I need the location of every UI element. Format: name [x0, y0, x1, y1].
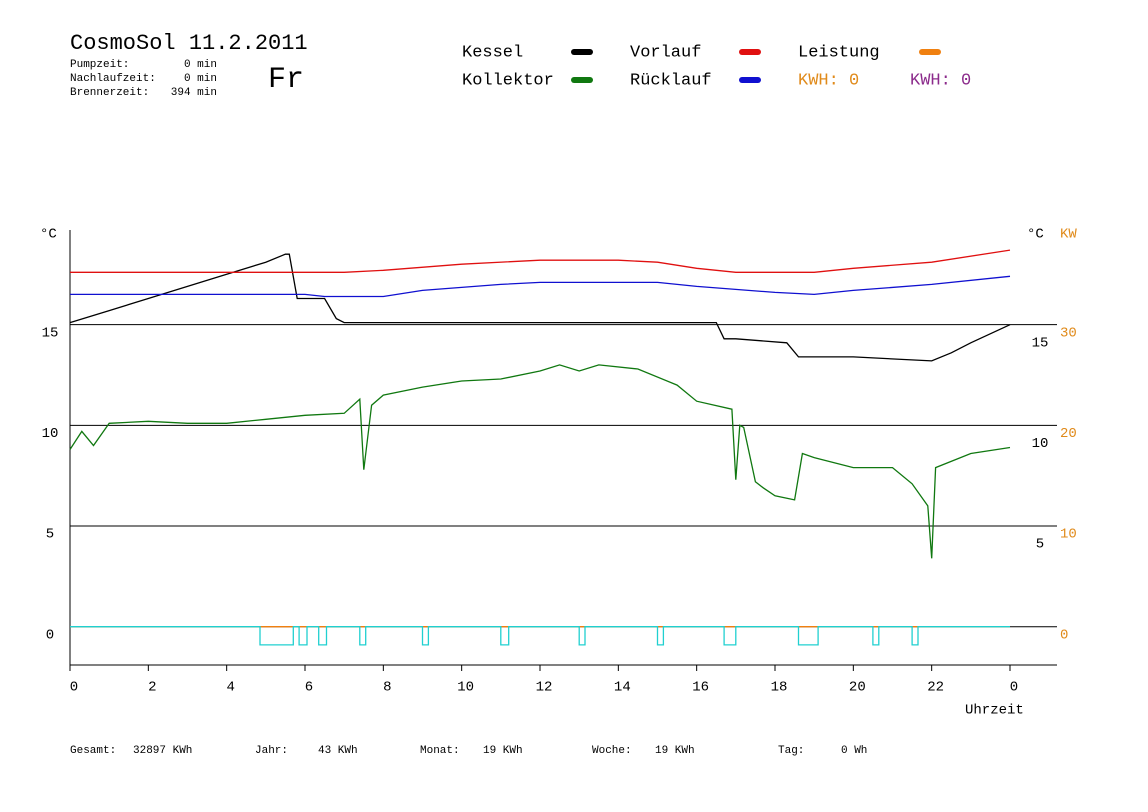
y2-tick-label: 0 [1060, 627, 1068, 643]
x-tick-label: 12 [536, 680, 553, 696]
x-tick-label: 8 [383, 680, 391, 696]
series-line [70, 275, 1011, 298]
footer-value: 0 Wh [841, 745, 867, 757]
x-tick-label: 6 [305, 680, 313, 696]
x-axis-label: Uhrzeit [965, 703, 1024, 719]
footer-value: 19 KWh [655, 745, 695, 757]
series-line [69, 253, 1011, 362]
y2-axis-label: KW [1060, 227, 1077, 243]
y2-tick-label: 10 [1060, 527, 1077, 543]
x-tick-label: 18 [771, 680, 788, 696]
x-tick-label: 0 [70, 680, 78, 696]
y3-tick-label: 15 [1032, 335, 1049, 351]
y-tick-label: 5 [46, 527, 54, 543]
info-value: 394 min [171, 87, 217, 99]
y2-tick-label: 20 [1060, 426, 1077, 442]
x-tick-label: 0 [1010, 680, 1018, 696]
y2-tick-label: 30 [1060, 325, 1077, 341]
kwh-label: KWH: 0 [798, 71, 859, 90]
title: CosmoSol 11.2.2011 [70, 31, 308, 56]
series-line [70, 626, 1010, 646]
x-tick-label: 20 [849, 680, 866, 696]
legend-label: Kessel [462, 43, 523, 62]
x-tick-label: 22 [927, 680, 944, 696]
y-tick-label: 15 [42, 325, 59, 341]
day: Fr [268, 63, 304, 97]
x-tick-label: 10 [457, 680, 474, 696]
footer-label: Woche: [592, 745, 632, 757]
footer-label: Monat: [420, 745, 460, 757]
y-axis-label: °C [40, 227, 57, 243]
info-label: Pumpzeit: [70, 59, 129, 71]
legend-label: Rücklauf [630, 71, 712, 90]
series-line [70, 249, 1011, 273]
legend-label: Vorlauf [630, 43, 701, 62]
y-tick-label: 0 [46, 627, 54, 643]
x-tick-label: 2 [148, 680, 156, 696]
footer-value: 32897 KWh [133, 745, 192, 757]
footer-label: Tag: [778, 745, 804, 757]
legend-label: Kollektor [462, 71, 554, 90]
kwh-label: KWH: 0 [910, 71, 971, 90]
x-tick-label: 16 [692, 680, 709, 696]
info-value: 0 min [184, 59, 217, 71]
y-tick-label: 10 [42, 426, 59, 442]
info-label: Nachlaufzeit: [70, 73, 156, 85]
footer-value: 43 KWh [318, 745, 358, 757]
info-label: Brennerzeit: [70, 87, 149, 99]
y3-tick-label: 10 [1032, 436, 1049, 452]
y3-axis-label: °C [1027, 227, 1044, 243]
y3-tick-label: 5 [1036, 537, 1044, 553]
legend-label: Leistung [798, 43, 880, 62]
footer-label: Jahr: [255, 745, 288, 757]
footer-label: Gesamt: [70, 745, 116, 757]
info-value: 0 min [184, 73, 217, 85]
footer-value: 19 KWh [483, 745, 523, 757]
series-line [69, 364, 1011, 559]
x-tick-label: 14 [614, 680, 631, 696]
x-tick-label: 4 [226, 680, 234, 696]
